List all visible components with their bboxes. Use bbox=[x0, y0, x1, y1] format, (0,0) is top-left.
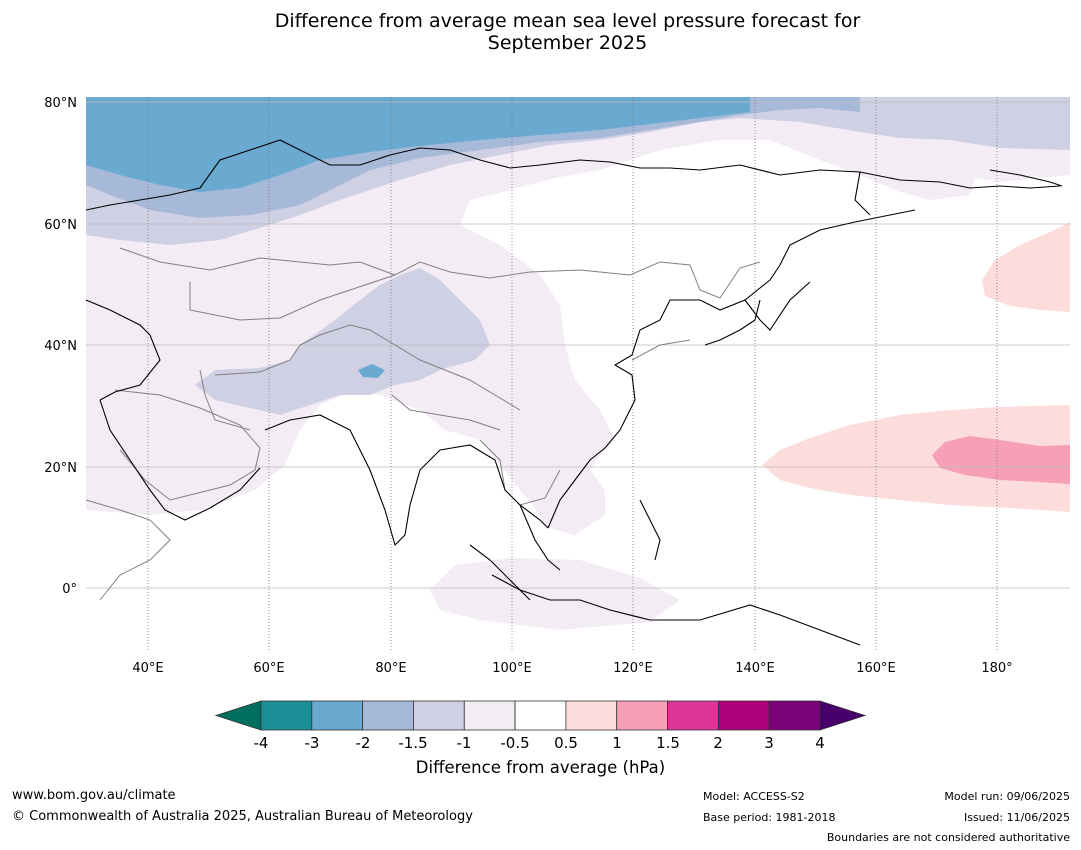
colorbar-bin bbox=[463, 700, 516, 731]
colorbar-tick: 4 bbox=[815, 734, 825, 752]
lon-label-100e: 100°E bbox=[492, 661, 532, 676]
copyright-text: © Commonwealth of Australia 2025, Austra… bbox=[12, 809, 473, 824]
colorbar-bin bbox=[413, 700, 465, 731]
colorbar-bin bbox=[717, 700, 770, 731]
anomaly-zone-pos1 bbox=[932, 436, 1070, 484]
model-run-text: Model run: 09/06/2025 bbox=[944, 790, 1070, 803]
lon-label-160e: 160°E bbox=[856, 661, 896, 676]
colorbar-bin bbox=[362, 700, 414, 731]
longitude-labels: 40°E 60°E 80°E 100°E 120°E 140°E 160°E 1… bbox=[132, 661, 1012, 676]
colorbar-bin bbox=[667, 700, 719, 731]
colorbar-tick: -3 bbox=[305, 734, 320, 752]
lon-label-120e: 120°E bbox=[613, 661, 653, 676]
anomaly-zone-pos0.5-south bbox=[762, 405, 1070, 512]
lon-label-60e: 60°E bbox=[253, 661, 284, 676]
coastlines bbox=[86, 139, 1063, 646]
colorbar-under-arrow bbox=[214, 700, 262, 731]
country-boundaries bbox=[86, 247, 761, 601]
colorbar-over-arrow bbox=[819, 700, 867, 731]
latitude-labels: 80°N 60°N 40°N 20°N 0° bbox=[44, 96, 77, 597]
colorbar-tick: 2 bbox=[713, 734, 723, 752]
colorbar-tick: -4 bbox=[254, 734, 269, 752]
lat-label-20n: 20°N bbox=[44, 461, 77, 476]
colorbar-tick: 1.5 bbox=[656, 734, 680, 752]
colorbar-tick: -1.5 bbox=[398, 734, 427, 752]
colorbar-bin bbox=[768, 700, 821, 731]
colorbar-tick: -2 bbox=[356, 734, 371, 752]
colorbar-bin bbox=[565, 700, 618, 731]
title-line-2: September 2025 bbox=[487, 32, 648, 54]
lon-label-180: 180° bbox=[981, 661, 1012, 676]
lat-label-40n: 40°N bbox=[44, 339, 77, 354]
anomaly-spot-neg2 bbox=[358, 364, 385, 378]
colorbar-tick: 1 bbox=[612, 734, 622, 752]
colorbar-bin bbox=[514, 700, 567, 731]
issued-text: Issued: 11/06/2025 bbox=[963, 811, 1070, 824]
anomaly-zone-pos0.5-north bbox=[982, 222, 1070, 312]
pressure-anomaly-map: 80°N 60°N 40°N 20°N 0° 40°E 60°E 80°E 10… bbox=[44, 96, 1070, 676]
lat-label-0: 0° bbox=[62, 582, 77, 597]
colorbar-title: Difference from average (hPa) bbox=[415, 758, 666, 777]
map-title: Difference from average mean sea level p… bbox=[0, 10, 1081, 54]
colorbar-tick: 0.5 bbox=[554, 734, 578, 752]
colorbar: -4 -3 -2 -1.5 -1 -0.5 0.5 1 1.5 2 3 4 bbox=[214, 700, 867, 752]
lat-label-80n: 80°N bbox=[44, 96, 77, 111]
colorbar-bin bbox=[260, 700, 313, 731]
anomaly-zone-neg1-central bbox=[195, 268, 490, 415]
lon-label-40e: 40°E bbox=[132, 661, 163, 676]
colorbar-bin bbox=[311, 700, 364, 731]
disclaimer-text: Boundaries are not considered authoritat… bbox=[826, 831, 1070, 844]
colorbar-tick: -1 bbox=[457, 734, 472, 752]
colorbar-bins bbox=[260, 700, 821, 731]
lon-label-80e: 80°E bbox=[375, 661, 406, 676]
title-line-1: Difference from average mean sea level p… bbox=[274, 10, 861, 32]
colorbar-tick: 3 bbox=[764, 734, 774, 752]
website-link[interactable]: www.bom.gov.au/climate bbox=[12, 788, 176, 803]
colorbar-ticks: -4 -3 -2 -1.5 -1 -0.5 0.5 1 1.5 2 3 4 bbox=[254, 734, 825, 752]
lon-label-140e: 140°E bbox=[735, 661, 775, 676]
anomaly-zone-neg2 bbox=[86, 97, 750, 192]
lat-label-60n: 60°N bbox=[44, 218, 77, 233]
gridlines bbox=[86, 97, 1070, 650]
model-text: Model: ACCESS-S2 bbox=[703, 790, 805, 803]
colorbar-tick: -0.5 bbox=[500, 734, 529, 752]
colorbar-bin bbox=[616, 700, 668, 731]
anomaly-zone-neg0.5 bbox=[86, 97, 1070, 535]
base-period-text: Base period: 1981-2018 bbox=[703, 811, 836, 824]
